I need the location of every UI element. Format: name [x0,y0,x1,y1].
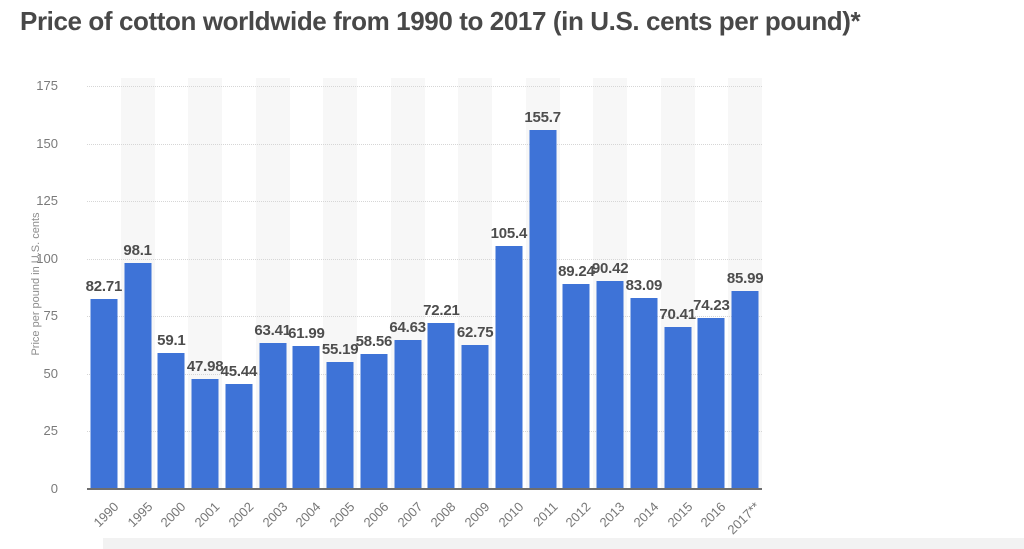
x-tick-label: 1990 [90,499,122,531]
bar-value-label: 62.75 [456,323,494,341]
bar-value-label: 61.99 [288,325,325,343]
bar[interactable] [529,130,557,489]
x-tick-label: 2012 [562,499,594,531]
bar-value-label: 82.71 [85,277,123,295]
bar[interactable] [259,342,287,489]
plot-cell: 98.1 1995 [120,78,155,530]
bar-value-label: 98.1 [123,242,152,260]
x-tick-label: 2009 [461,499,493,531]
plot-cell: 62.75 2009 [456,78,494,530]
plot-cell: 55.19 2005 [321,78,359,530]
x-tick-label: 2000 [157,499,189,531]
bar[interactable] [394,340,422,489]
y-tick-label: 75 [43,308,58,324]
plot-cell: 83.09 2014 [625,78,663,530]
y-tick-label: 150 [36,135,58,151]
y-tick-label: 25 [43,423,58,439]
bar-value-label: 89.24 [558,262,595,280]
bar[interactable] [495,246,523,489]
plot-cell: 64.63 2007 [389,78,426,530]
gridline [87,201,762,203]
x-tick-label: 2011 [529,499,561,530]
bar[interactable] [562,283,590,489]
y-axis: 0 25 50 75 100 125 150 175 [0,78,58,496]
bar[interactable] [90,298,118,489]
bar-value-label: 105.4 [490,225,528,243]
bar[interactable] [292,346,320,489]
bar[interactable] [360,354,388,489]
plot-area: 82.71 1990 98.1 1995 59.1 2000 47.98 2001 45.44 2… [85,78,764,537]
footer-band [103,538,1024,549]
y-tick-label: 100 [36,250,58,266]
chart-title: Price of cotton worldwide from 1990 to 2… [20,6,861,36]
bar-value-label: 83.09 [625,276,663,294]
gridline [87,86,762,87]
x-tick-label: 2017** [724,499,763,538]
bar-value-label: 45.44 [220,363,258,381]
bar[interactable] [697,318,725,489]
bar[interactable] [326,361,354,489]
plot-cell: 72.21 2008 [423,78,460,530]
x-tick-label: 2006 [360,499,392,531]
plot-cell: 155.7 2011 [524,78,561,529]
y-tick-label: 50 [43,365,58,381]
bar-value-label: 72.21 [423,301,460,319]
bar-value-label: 155.7 [524,109,561,127]
bar[interactable] [596,280,624,489]
bar[interactable] [731,290,759,489]
x-tick-label: 2005 [326,499,358,531]
bar-value-label: 59.1 [157,331,186,349]
plot-cell: 70.41 2015 [659,78,696,530]
y-tick-label: 0 [50,481,58,496]
bar-value-label: 64.63 [389,319,426,337]
plot-cell: 85.99 2017** [725,78,764,537]
x-tick-label: 2015 [664,499,696,531]
y-tick-label: 175 [36,78,58,93]
bar[interactable] [664,326,692,489]
gridline [87,431,762,433]
x-tick-label: 1995 [124,499,156,531]
x-tick-label: 2002 [225,499,257,531]
gridline [87,373,762,375]
x-tick-label: 2007 [394,499,426,531]
plot-cell: 59.1 2000 [155,78,189,530]
gridline [87,143,762,145]
x-tick-label: 2013 [596,499,628,531]
plot-cell: 61.99 2004 [288,78,325,530]
bar[interactable] [630,297,658,489]
plot-cell: 105.4 2010 [490,78,528,530]
x-tick-label: 2008 [427,499,459,531]
plot-cell: 58.56 2006 [355,78,393,530]
plot-cell: 74.23 2016 [693,78,730,530]
bar-value-label: 63.41 [254,321,291,339]
bar[interactable] [191,378,219,489]
bar[interactable] [427,322,455,489]
bar[interactable] [124,263,152,489]
plot-cell: 82.71 1990 [85,78,123,531]
bar-value-label: 47.98 [186,357,224,375]
bar[interactable] [225,384,253,489]
x-axis-line [87,488,762,490]
bar[interactable] [157,352,185,489]
bar-value-label: 70.41 [659,305,696,323]
x-tick-label: 2014 [630,499,662,531]
gridline [87,316,762,318]
plot-cell: 45.44 2002 [220,78,258,530]
x-tick-label: 2004 [292,499,324,531]
plot-cell: 89.24 2012 [558,78,595,531]
bar-value-label: 74.23 [693,297,730,315]
plot-cell: 63.41 2003 [254,78,291,530]
y-tick-label: 125 [36,193,58,209]
bar-value-label: 90.42 [591,259,629,277]
bar[interactable] [461,344,489,489]
gridline [87,258,762,260]
plot-cell: 90.42 2013 [591,78,629,530]
x-tick-label: 2010 [495,499,527,531]
x-tick-label: 2003 [259,499,291,531]
bar-value-label: 58.56 [355,333,393,351]
plot-cell: 47.98 2001 [186,78,224,530]
x-tick-label: 2001 [191,499,223,531]
bar-value-label: 55.19 [321,340,359,358]
bar-value-label: 85.99 [726,269,764,287]
